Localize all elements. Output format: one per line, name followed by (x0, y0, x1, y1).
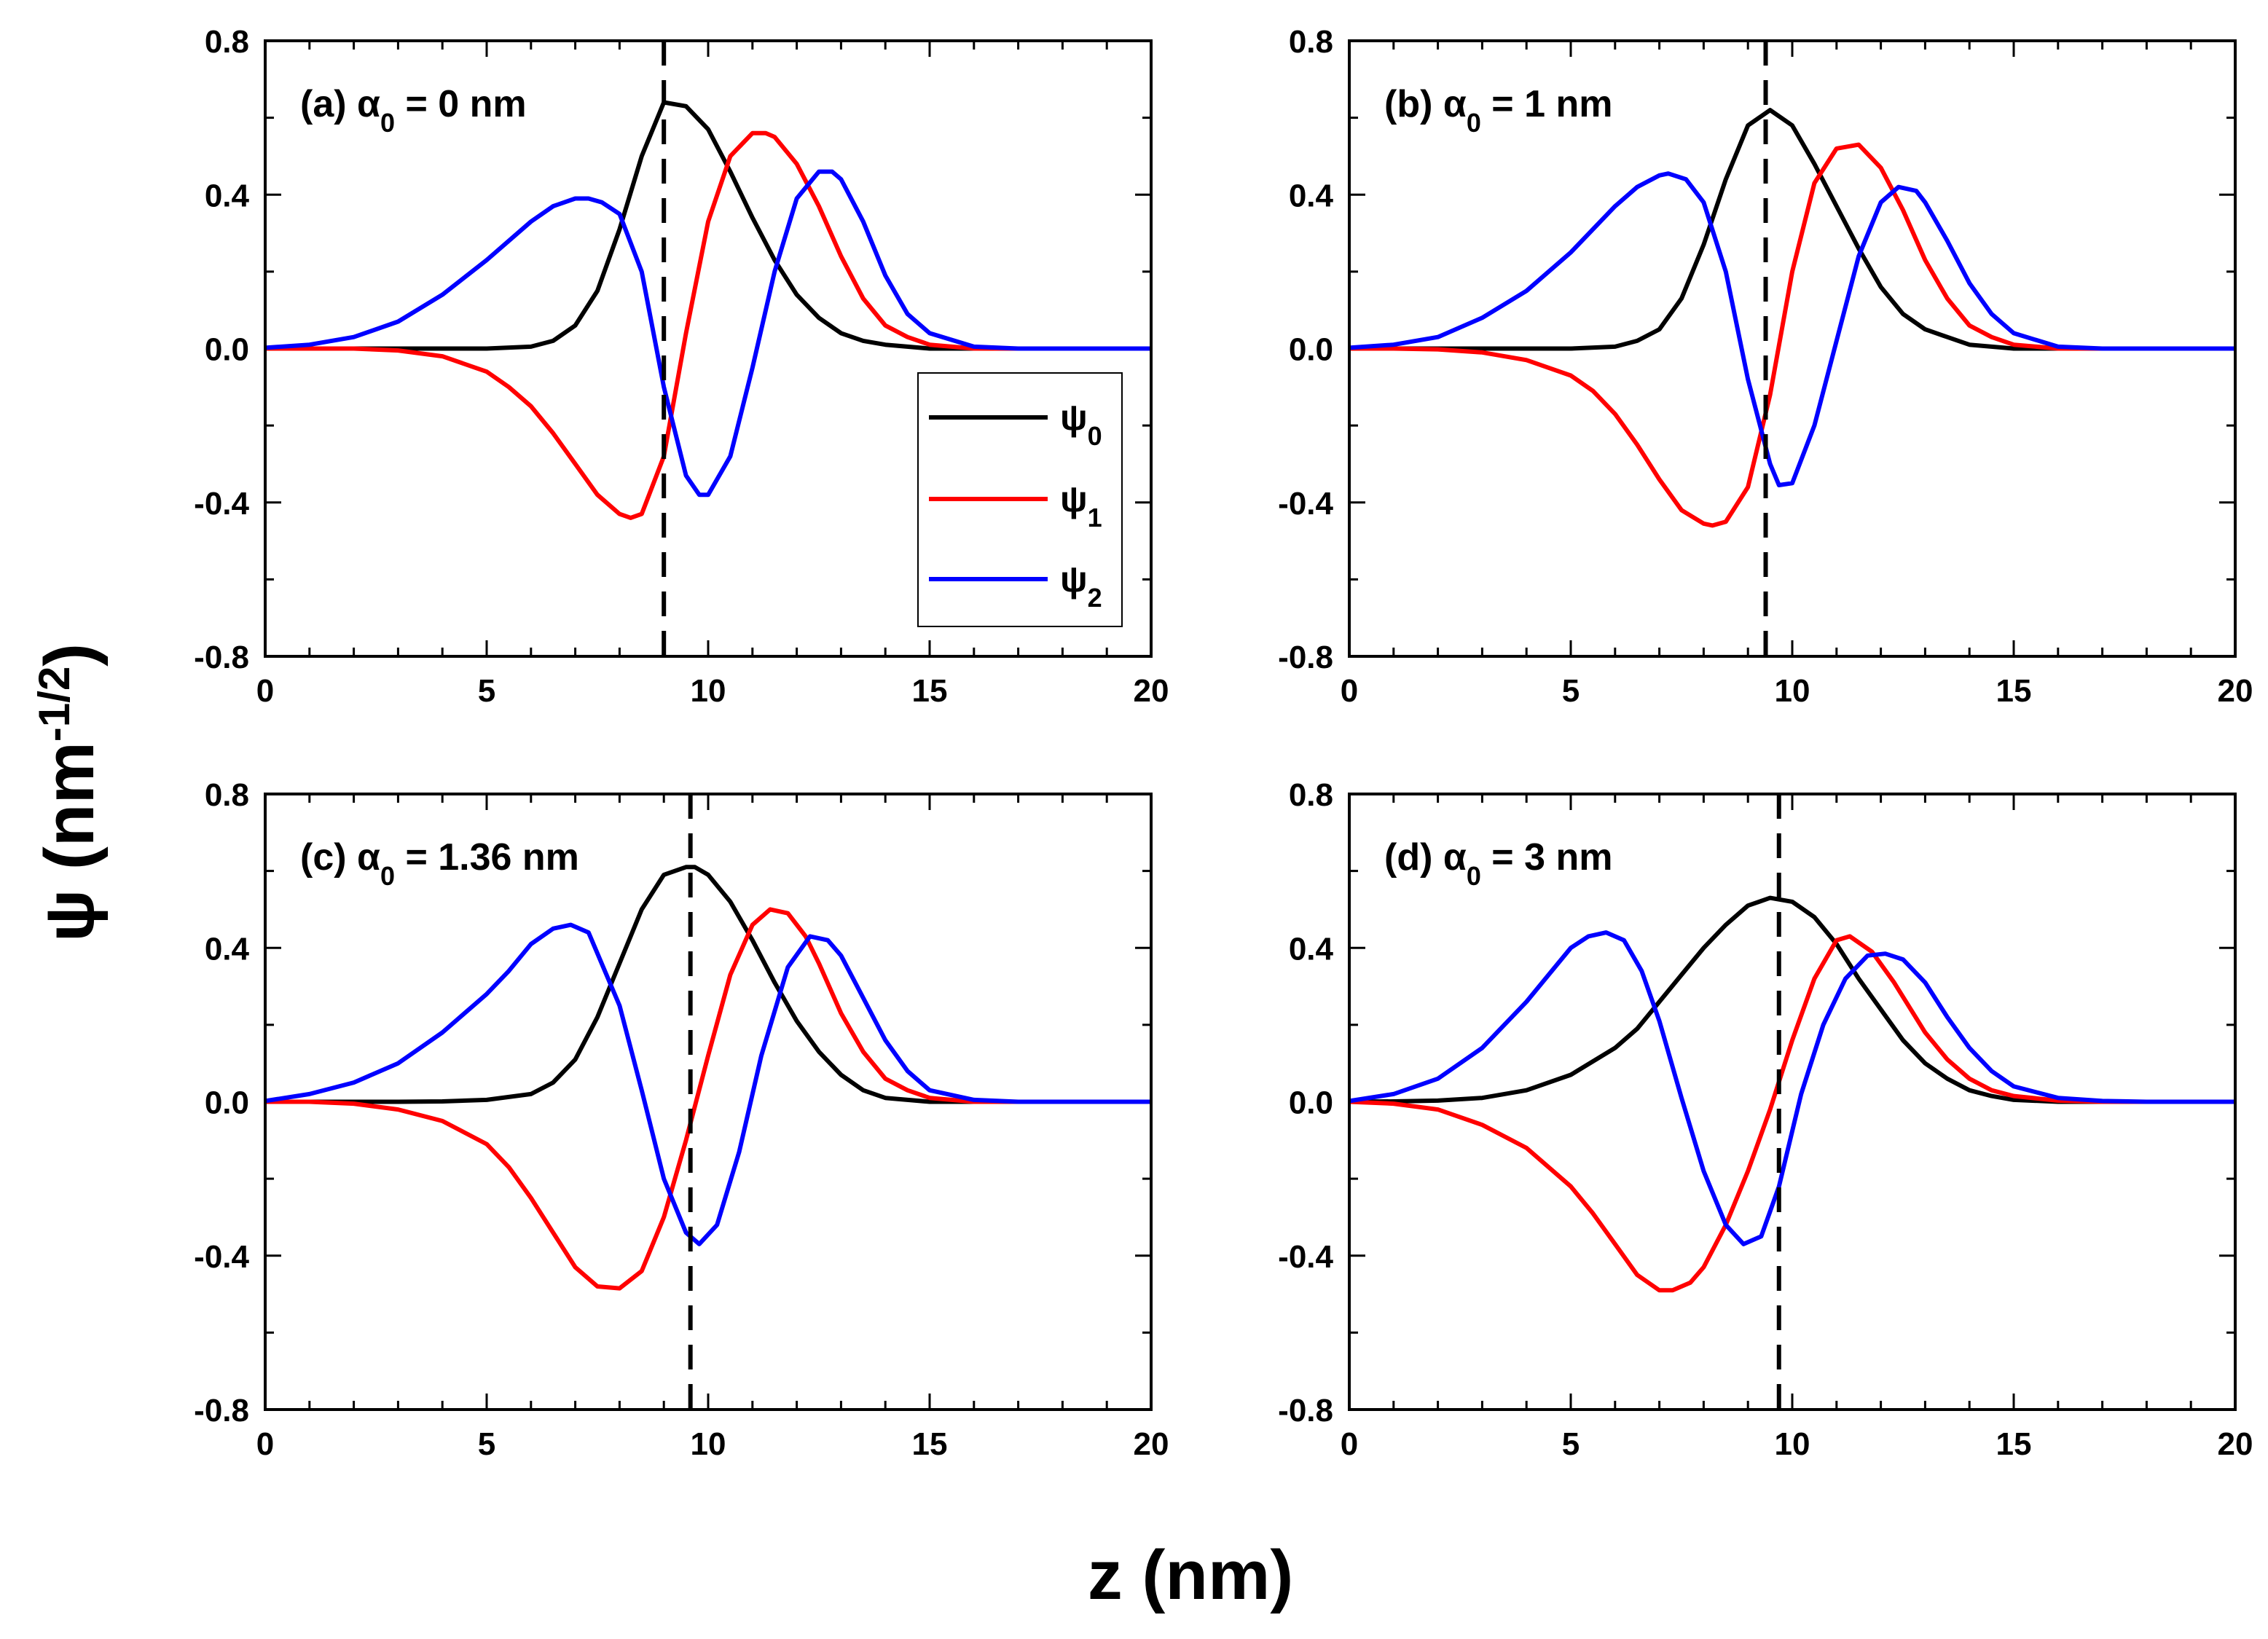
y-tick-label-d: -0.4 (1278, 1239, 1333, 1275)
legend: ψ0 ψ1 ψ2 (917, 372, 1123, 627)
y-tick-label-c: 0.0 (205, 1085, 249, 1121)
legend-item-psi0: ψ0 (929, 397, 1102, 451)
series-psi0-c (265, 865, 1151, 1104)
legend-label-psi1: ψ1 (1060, 479, 1102, 532)
x-tick-label-b: 15 (1996, 673, 2032, 709)
panel-a: 0 5 10 15 20 0.8 0.4 0.0 -0.4 -0.8 (a) α0 = 0 nm (194, 24, 1169, 709)
x-tick-label-c: 15 (912, 1426, 948, 1462)
x-tick-label-a: 20 (1134, 673, 1169, 709)
panel-label-b: (b) α0 = 1 nm (1384, 83, 1612, 138)
y-axis-title-close: ) (31, 643, 109, 667)
panel-label-a: (a) α0 = 0 nm (300, 83, 527, 138)
panels: 0 5 10 15 20 0.8 0.4 0.0 -0.4 -0.8 (a) α0 = 0 nm 0 5… (194, 24, 2253, 1462)
series-psi1-b (1349, 142, 2235, 528)
legend-label-psi2: ψ2 (1060, 559, 1102, 613)
y-tick-label-a: 0.8 (205, 24, 249, 60)
series-psi0-d (1349, 895, 2235, 1104)
plot-frame-b (1348, 39, 2237, 658)
y-tick-label-b: 0.0 (1289, 332, 1333, 368)
series-psi1-d (1349, 934, 2235, 1293)
x-tick-label-b: 20 (2218, 673, 2253, 709)
x-tick-label-d: 20 (2218, 1426, 2253, 1462)
y-tick-label-a: 0.0 (205, 332, 249, 368)
y-tick-label-a: -0.4 (194, 486, 249, 522)
series-psi1-c (265, 907, 1151, 1291)
x-tick-label-c: 5 (478, 1426, 495, 1462)
panel-label-d: (d) α0 = 3 nm (1384, 836, 1612, 891)
legend-item-psi1: ψ1 (929, 479, 1102, 532)
y-tick-label-b: -0.8 (1278, 640, 1333, 675)
plot-frame-c (264, 793, 1153, 1411)
legend-label-psi0: ψ0 (1060, 397, 1102, 451)
x-tick-label-b: 10 (1775, 673, 1810, 709)
x-tick-label-c: 0 (256, 1426, 274, 1462)
panel-label-c: (c) α0 = 1.36 nm (300, 836, 579, 891)
series-psi1-a (265, 130, 1151, 520)
y-tick-label-a: 0.4 (205, 178, 250, 213)
legend-item-psi2: ψ2 (929, 559, 1102, 613)
y-tick-label-a: -0.8 (194, 640, 249, 675)
series-psi2-a (265, 169, 1151, 498)
x-tick-label-d: 0 (1341, 1426, 1358, 1462)
x-tick-label-b: 5 (1562, 673, 1580, 709)
panel-d: 0 5 10 15 20 0.8 0.4 0.0 -0.4 -0.8 (d) α0 = 3 nm (1278, 777, 2253, 1462)
y-axis-title: ψ (nm-1/2) (30, 643, 109, 942)
series-psi0-a (265, 100, 1151, 351)
x-tick-label-a: 15 (912, 673, 948, 709)
y-tick-label-c: 0.8 (205, 777, 249, 813)
y-axis-title-sup: -1/2 (30, 667, 79, 742)
plot-frame-d (1348, 793, 2237, 1411)
x-tick-label-a: 5 (478, 673, 495, 709)
x-tick-label-b: 0 (1341, 673, 1358, 709)
y-tick-label-b: 0.8 (1289, 24, 1333, 60)
series-psi2-d (1349, 930, 2235, 1246)
series-psi2-b (1349, 171, 2235, 487)
x-tick-label-c: 20 (1134, 1426, 1169, 1462)
y-tick-label-b: -0.4 (1278, 486, 1333, 522)
y-tick-label-b: 0.4 (1289, 178, 1334, 213)
x-tick-label-c: 10 (691, 1426, 726, 1462)
y-tick-label-c: -0.4 (194, 1239, 249, 1275)
y-tick-label-d: 0.8 (1289, 777, 1333, 813)
y-tick-label-c: 0.4 (205, 931, 250, 967)
y-tick-label-c: -0.8 (194, 1393, 249, 1428)
panel-c: 0 5 10 15 20 0.8 0.4 0.0 -0.4 -0.8 (c) α0 = 1.36 n… (194, 777, 1169, 1462)
y-axis-title-main: ψ (nm (31, 742, 109, 942)
y-tick-label-d: -0.8 (1278, 1393, 1333, 1428)
y-tick-label-d: 0.0 (1289, 1085, 1333, 1121)
x-tick-label-a: 0 (256, 673, 274, 709)
plot-frame-a (264, 39, 1153, 658)
series-psi2-c (265, 922, 1151, 1246)
x-tick-label-d: 5 (1562, 1426, 1580, 1462)
y-tick-label-d: 0.4 (1289, 931, 1334, 967)
x-tick-label-d: 15 (1996, 1426, 2032, 1462)
x-axis-title: z (nm) (1088, 1536, 1294, 1614)
x-tick-label-d: 10 (1775, 1426, 1810, 1462)
x-tick-label-a: 10 (691, 673, 726, 709)
series-psi0-b (1349, 108, 2235, 351)
panel-b: 0 5 10 15 20 0.8 0.4 0.0 -0.4 -0.8 (b) α0 = 1 nm (1278, 24, 2253, 709)
